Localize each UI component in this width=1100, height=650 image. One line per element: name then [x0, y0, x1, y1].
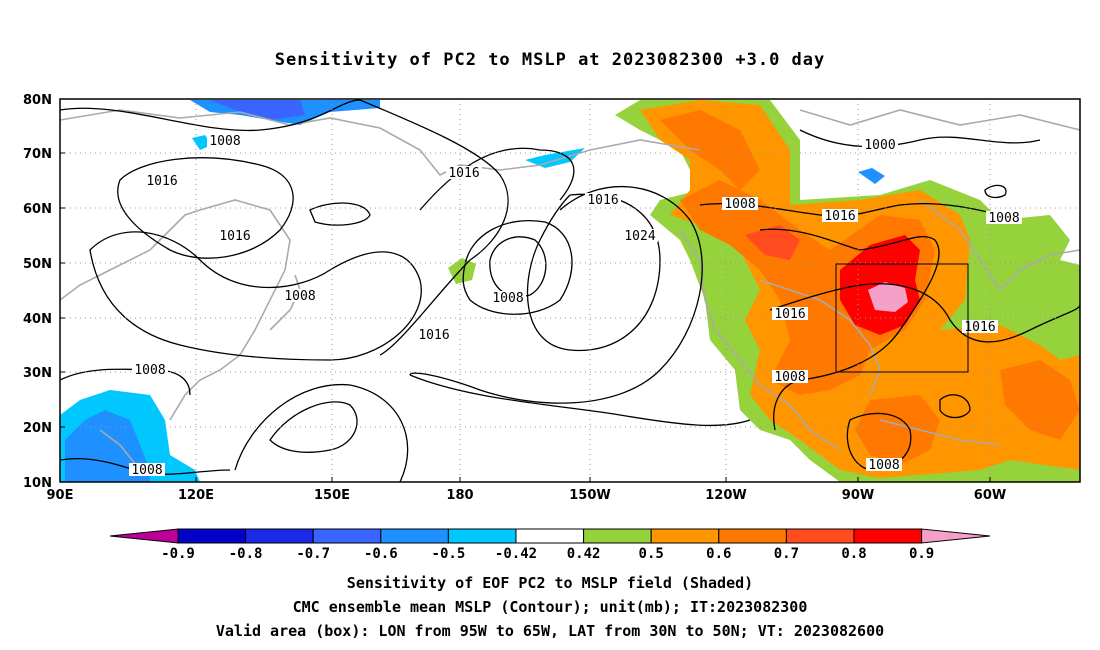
lon-tick-label: 90W: [842, 488, 874, 503]
colorbar-tick-label: -0.42: [495, 546, 537, 562]
lat-tick-label: 30N: [23, 366, 52, 381]
colorbar-swatch: [245, 528, 314, 544]
lat-tick-label: 60N: [23, 202, 52, 217]
lon-tick-label: 90E: [47, 488, 74, 503]
lon-tick-label: 150E: [314, 488, 350, 503]
chart-title: Sensitivity of PC2 to MSLP at 2023082300…: [274, 50, 826, 70]
lat-tick-label: 70N: [23, 147, 52, 162]
contour-label: 1008: [868, 458, 899, 473]
contour-label: 1008: [284, 289, 315, 304]
contour-label: 1016: [219, 229, 250, 244]
contour-label: 1008: [134, 363, 165, 378]
colorbar: -0.9 -0.8 -0.7 -0.6 -0.5 -0.42 0.42 0.5 0.6 0.7 0.…: [109, 528, 991, 562]
contour-label: 1016: [587, 193, 618, 208]
colorbar-arrow-min: [109, 528, 179, 544]
colorbar-tick-label: 0.42: [567, 546, 601, 562]
colorbar-swatch: [380, 528, 449, 544]
colorbar-swatch: [312, 528, 382, 544]
lat-tick-label: 10N: [23, 476, 52, 491]
positive-sensitivity-shading: [448, 100, 1080, 482]
contour-label: 1016: [146, 174, 177, 189]
contour-label: 1000: [864, 138, 895, 153]
valid-area-box: [835, 263, 969, 373]
colorbar-swatch: [650, 528, 720, 544]
colorbar-swatch: [447, 528, 517, 544]
caption-line-3: Valid area (box): LON from 95W to 65W, L…: [215, 622, 885, 640]
caption-line-1: Sensitivity of EOF PC2 to MSLP field (Sh…: [346, 574, 754, 592]
contour-label: 1024: [624, 229, 655, 244]
contour-label: 1008: [724, 197, 755, 212]
lat-tick-label: 20N: [23, 421, 52, 436]
colorbar-tick-label: -0.8: [229, 546, 263, 562]
colorbar-tick-label: 0.9: [909, 546, 934, 562]
colorbar-tick-label: -0.9: [161, 546, 195, 562]
lon-tick-label: 120W: [705, 488, 746, 503]
contour-label: 1016: [824, 209, 855, 224]
colorbar-arrow-max: [921, 528, 991, 544]
lat-tick-label: 80N: [23, 93, 52, 108]
colorbar-swatch: [583, 528, 652, 544]
colorbar-swatch: [785, 528, 855, 544]
lon-tick-label: 150W: [569, 488, 610, 503]
lat-tick-label: 40N: [23, 312, 52, 327]
contour-label: 1016: [774, 307, 805, 322]
colorbar-swatch: [515, 528, 585, 544]
colorbar-tick-label: 0.6: [706, 546, 731, 562]
contour-label: 1016: [964, 320, 995, 335]
contour-label: 1008: [988, 211, 1019, 226]
contour-label: 1008: [492, 291, 523, 306]
caption-line-2: CMC ensemble mean MSLP (Contour); unit(m…: [292, 598, 808, 616]
colorbar-tick-label: -0.7: [296, 546, 330, 562]
lon-tick-label: 180: [446, 488, 473, 503]
contour-label: 1008: [774, 370, 805, 385]
contour-label: 1016: [418, 328, 449, 343]
coastlines: [60, 109, 1080, 471]
colorbar-tick-label: -0.5: [432, 546, 466, 562]
colorbar-tick-label: 0.7: [774, 546, 799, 562]
map-frame: [59, 98, 1081, 483]
negative-sensitivity-shading: [60, 100, 885, 482]
colorbar-swatch: [177, 528, 247, 544]
colorbar-swatch: [853, 528, 923, 544]
colorbar-tick-label: 0.5: [639, 546, 664, 562]
lat-tick-label: 50N: [23, 257, 52, 272]
contour-label: 1008: [209, 134, 240, 149]
contour-label: 1016: [448, 166, 479, 181]
contour-label: 1008: [131, 463, 162, 478]
lon-tick-label: 60W: [974, 488, 1006, 503]
colorbar-swatch: [718, 528, 787, 544]
contour-labels: 1008 1016 1016 1008 1008 1016 1016 1024 1008 1016…: [129, 134, 1022, 478]
lon-tick-label: 120E: [178, 488, 214, 503]
colorbar-tick-label: 0.8: [841, 546, 866, 562]
colorbar-tick-label: -0.6: [364, 546, 398, 562]
